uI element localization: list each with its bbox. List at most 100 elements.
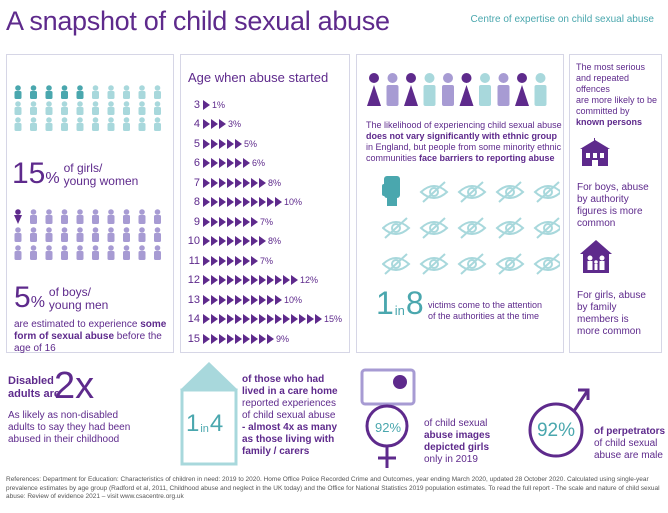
- boy-figure-icon: [30, 227, 37, 242]
- arrow-mark: [219, 255, 226, 266]
- eye-icons: [382, 176, 560, 275]
- girl-figure-icon: [138, 117, 146, 131]
- male-symbol-icon: [528, 388, 590, 458]
- arrow-mark: [251, 314, 258, 324]
- arrow-mark: [251, 255, 258, 266]
- reporting-text: victims come to the attention of the aut…: [428, 300, 543, 321]
- arrow-mark: [315, 314, 322, 324]
- images-pct: 92%: [374, 420, 402, 435]
- age-label: 15: [187, 332, 200, 345]
- arrow-mark: [203, 275, 210, 285]
- care-stat: 1 in 4: [186, 412, 223, 436]
- boy-figure-icon: [61, 227, 68, 242]
- boy-figure-icon: [14, 245, 22, 260]
- age-label: 13: [187, 293, 200, 306]
- arrow-mark: [267, 275, 274, 285]
- arrow-mark: [275, 275, 282, 285]
- boys-pct-symbol: %: [30, 294, 45, 311]
- crossed-eye-icon: [533, 253, 560, 275]
- arrow-mark: [219, 138, 226, 149]
- person-icon: [367, 73, 381, 106]
- arrow-mark: [235, 138, 242, 149]
- arrow-mark: [203, 333, 210, 344]
- arrow-mark: [227, 177, 234, 188]
- girl-figure-icon: [154, 101, 161, 115]
- boy-figure-icon: [45, 245, 53, 260]
- boy-figure-icon: [14, 209, 22, 224]
- arrow-mark: [227, 294, 234, 305]
- references-footer: References: Department for Education: Ch…: [6, 476, 660, 500]
- crossed-eye-icon: [382, 253, 411, 275]
- age-label: 12: [187, 274, 200, 286]
- arrow-mark: [227, 216, 234, 227]
- crossed-eye-icon: [382, 217, 411, 239]
- crossed-eye-icon: [457, 181, 487, 203]
- boys-label-2: young men: [48, 298, 109, 312]
- boy-figure-icon: [107, 245, 115, 260]
- care-text: of those who had lived in a care home re…: [242, 374, 338, 457]
- crossed-eye-icon: [457, 217, 487, 239]
- arrow-mark: [251, 177, 258, 188]
- age-row: 3 1%: [180, 96, 225, 113]
- age-pct-label: 7%: [260, 216, 274, 227]
- girl-figure-icon: [123, 117, 130, 131]
- crossed-eye-icon: [419, 181, 449, 203]
- care-home-icon: [180, 362, 238, 466]
- girl-figure-icon: [76, 85, 84, 99]
- arrow-mark: [211, 119, 218, 129]
- age-label: 10: [187, 235, 200, 247]
- arrow-mark: [283, 275, 290, 285]
- arrow-mark: [307, 314, 314, 324]
- age-arrow-bar: [203, 236, 266, 246]
- arrow-mark: [235, 294, 242, 305]
- person-icon: [515, 73, 529, 106]
- girl-figure-icon: [14, 117, 22, 131]
- reporting-in: in: [394, 303, 405, 318]
- age-row: 8 10%: [180, 194, 302, 211]
- boy-figure-icon: [45, 209, 53, 224]
- girl-figure-icon: [92, 85, 99, 99]
- arrow-mark: [227, 314, 234, 324]
- age-arrow-bar: [203, 177, 266, 188]
- arrow-mark: [227, 138, 234, 149]
- age-pct-label: 8%: [268, 177, 282, 188]
- arrow-mark: [291, 314, 298, 324]
- arrow-mark: [227, 255, 234, 266]
- boys-pct-number: 5: [14, 281, 31, 314]
- arrow-mark: [203, 138, 210, 149]
- arrow-mark: [219, 216, 226, 227]
- arrow-mark: [219, 236, 226, 246]
- girls-icon-grid: [14, 85, 161, 131]
- crossed-eye-icon: [495, 217, 525, 239]
- age-label: 7: [193, 176, 200, 189]
- arrow-mark: [211, 216, 218, 227]
- arrow-mark: [235, 275, 242, 285]
- age-row: 15 9%: [180, 330, 289, 347]
- arrow-mark: [211, 177, 218, 188]
- arrow-mark: [243, 314, 250, 324]
- arrow-mark: [227, 275, 234, 285]
- arrow-mark: [243, 236, 250, 246]
- boy-figure-icon: [76, 209, 84, 224]
- age-label: 11: [188, 254, 200, 267]
- arrow-mark: [219, 158, 226, 168]
- arrow-mark: [219, 333, 226, 344]
- arrow-mark: [219, 294, 226, 305]
- age-row: 10 8%: [180, 233, 281, 250]
- arrow-mark: [235, 197, 242, 207]
- girls-label-1: of girls/: [63, 161, 103, 175]
- arrow-mark: [267, 294, 274, 305]
- age-row: 14 15%: [180, 311, 342, 328]
- boy-figure-icon: [123, 227, 130, 242]
- crossed-eye-icon: [533, 181, 560, 203]
- arrow-mark: [267, 197, 274, 207]
- girl-figure-icon: [138, 85, 146, 99]
- arrow-mark: [227, 236, 234, 246]
- arrow-mark: [219, 119, 226, 129]
- arrow-mark: [203, 294, 210, 305]
- arrow-mark: [251, 294, 258, 305]
- age-label: 4: [193, 118, 200, 130]
- boys-label-1: of boys/: [48, 285, 91, 299]
- age-pct-label: 8%: [268, 236, 282, 246]
- boy-figure-icon: [30, 209, 37, 224]
